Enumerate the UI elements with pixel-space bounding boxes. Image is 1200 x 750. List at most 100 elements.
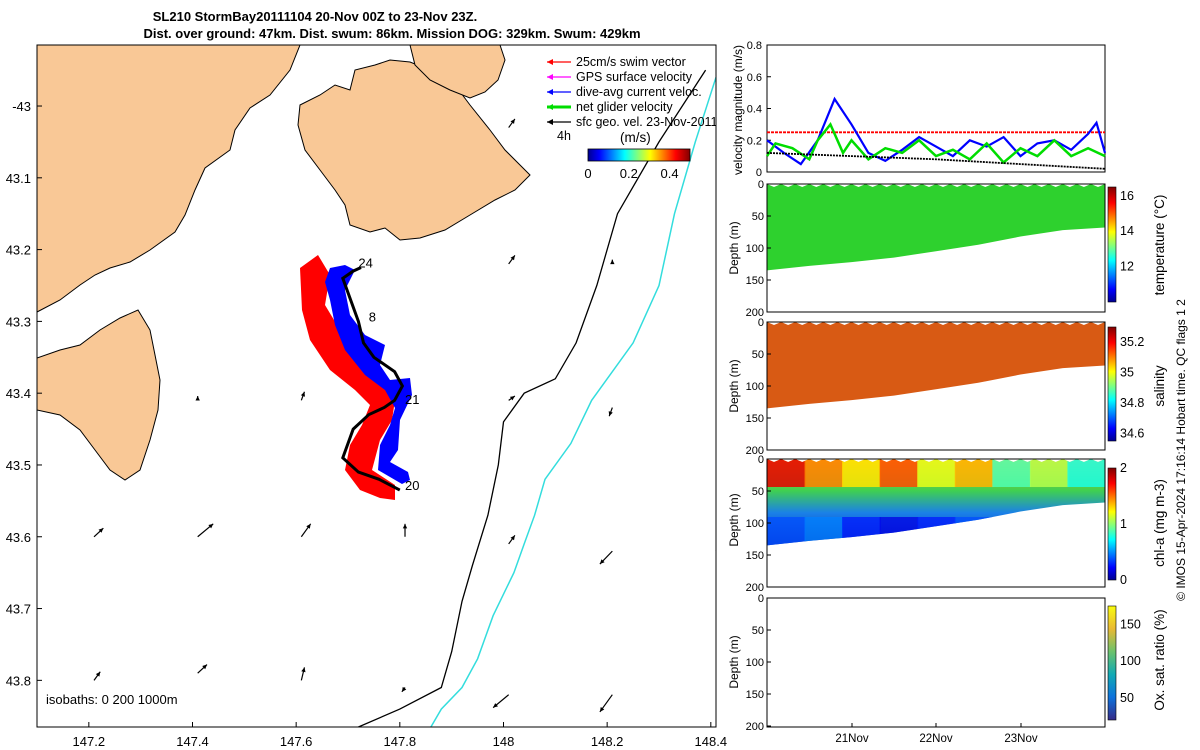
velocity-series-line [766, 152, 1106, 170]
temperature-colorbar [1107, 186, 1117, 303]
date-tick: 21Nov [835, 733, 868, 745]
current-arrow [401, 686, 407, 693]
oxygen-colorbar-label: Ox. sat. ratio (%) [1152, 609, 1167, 710]
current-arrow [508, 118, 516, 128]
isobath-200m [358, 69, 707, 727]
longitude-tick: 147.2 [73, 734, 106, 749]
current-arrow [599, 550, 613, 565]
current-arrow [599, 694, 613, 713]
chla-surface-cell [917, 459, 956, 487]
title-line-2: Dist. over ground: 47km. Dist. swum: 86k… [143, 26, 640, 41]
depth-tick: 200 [746, 582, 764, 594]
depth-tick: 50 [752, 349, 764, 361]
depth-tick: 0 [758, 179, 764, 191]
salinity-panel: 0 50 100 150 200 Depth (m) 34.6 34.8 35 35.2 sa… [727, 317, 1167, 457]
velocity-tick: 0 [756, 167, 762, 179]
chla-surface-cell [1067, 459, 1105, 487]
current-arrow [197, 664, 208, 674]
longitude-tick: 147.8 [384, 734, 417, 749]
velocity-tick: 0.2 [747, 135, 762, 147]
colorbar-tick: 34.8 [1120, 396, 1144, 410]
depth-tick: 100 [746, 657, 764, 669]
chla-deep-cell [767, 517, 806, 546]
velocity-ylabel: velocity magnitude (m/s) [731, 45, 745, 175]
colorbar-tick: 35 [1120, 366, 1134, 380]
depth-tick: 150 [746, 689, 764, 701]
colorbar-tick: 34.6 [1120, 426, 1144, 440]
chla-ylabel: Depth (m) [727, 493, 741, 546]
colorbar-tick: 14 [1120, 224, 1134, 238]
current-arrow [508, 254, 516, 265]
land-northeast [297, 59, 531, 241]
current-arrow [300, 523, 312, 538]
depth-tick: 200 [746, 445, 764, 457]
legend-label: dive-avg current veloc. [576, 85, 702, 99]
longitude-tick: 148.2 [591, 734, 624, 749]
colorbar-tick: 2 [1120, 461, 1127, 475]
salinity-section [767, 322, 1105, 409]
legend-entry: GPS surface velocity [547, 70, 693, 84]
longitude-tick: 147.6 [280, 734, 313, 749]
velocity-series-line [765, 122, 1106, 165]
isobath-1000m [430, 77, 716, 727]
velocity-tick: 0.8 [747, 40, 762, 52]
velocity-panel: 0 0.2 0.4 0.6 0.8 velocity magnitude (m/s) [731, 40, 1107, 179]
map-longitude-ticks: 147.2 147.4 147.6 147.8 148 148.2 148.4 [73, 722, 727, 749]
colorbar-tick: 35.2 [1120, 335, 1144, 349]
colorbar-tick: 0 [1120, 573, 1127, 587]
colorbar-tick: 150 [1120, 617, 1141, 631]
chla-surface-cell [879, 459, 919, 487]
legend-label: sfc geo. vel. 23-Nov-2011 [576, 115, 718, 129]
current-arrow [715, 547, 716, 552]
day-label: 8 [369, 309, 376, 324]
day-label: 20 [405, 478, 419, 493]
current-arrow [300, 391, 306, 401]
depth-tick: 150 [746, 413, 764, 425]
depth-tick: 150 [746, 275, 764, 287]
colorbar-tick: 0 [584, 166, 591, 181]
vector-scale-label: 4h [557, 129, 571, 143]
day-label: 24 [358, 256, 372, 271]
land-north-strip [409, 45, 506, 99]
latitude-tick: 43.1 [6, 171, 31, 186]
depth-tick: 100 [746, 381, 764, 393]
salinity-colorbar-label: salinity [1152, 365, 1167, 407]
map-latitude-ticks: -43 43.1 43.2 43.3 43.4 43.5 43.6 43.7 43.8 [6, 99, 42, 688]
temperature-section [767, 184, 1105, 271]
surface-current-arrows [93, 118, 716, 713]
depth-tick: 200 [746, 307, 764, 319]
map-frame [36, 44, 717, 728]
chla-surface-cell [1029, 459, 1069, 487]
latitude-tick: 43.4 [6, 386, 31, 401]
latitude-tick: -43 [12, 99, 31, 114]
current-arrow [197, 523, 214, 538]
colorbar-tick: 50 [1120, 691, 1134, 705]
latitude-tick: 43.6 [6, 530, 31, 545]
colorbar-title: (m/s) [620, 130, 651, 145]
depth-tick: 50 [752, 486, 764, 498]
current-arrow [610, 259, 615, 265]
depth-tick: 100 [746, 243, 764, 255]
colorbar-tick: 12 [1120, 260, 1134, 274]
temperature-colorbar-label: temperature (°C) [1152, 195, 1167, 296]
track-current-vectors [325, 265, 412, 484]
land-northwest [37, 45, 301, 313]
current-arrow [715, 125, 716, 128]
current-arrow [93, 527, 104, 538]
depth-tick: 50 [752, 211, 764, 223]
legend-label: GPS surface velocity [576, 70, 693, 84]
chla-surface-cell [767, 459, 806, 487]
velocity-series-line [766, 96, 1107, 166]
legend-entry: dive-avg current veloc. [547, 85, 702, 99]
current-arrow [195, 396, 200, 401]
velocity-tick: 0.4 [747, 104, 762, 116]
chla-surface-cell [804, 459, 844, 487]
glider-track [340, 266, 405, 492]
velocity-tick: 0.6 [747, 72, 762, 84]
temperature-ylabel: Depth (m) [727, 221, 741, 274]
title-line-1: SL210 StormBay20111104 20-Nov 00Z to 23-… [153, 9, 477, 24]
speed-colorbar [587, 148, 691, 162]
legend-label: net glider velocity [576, 100, 673, 114]
latitude-tick: 43.7 [6, 602, 31, 617]
